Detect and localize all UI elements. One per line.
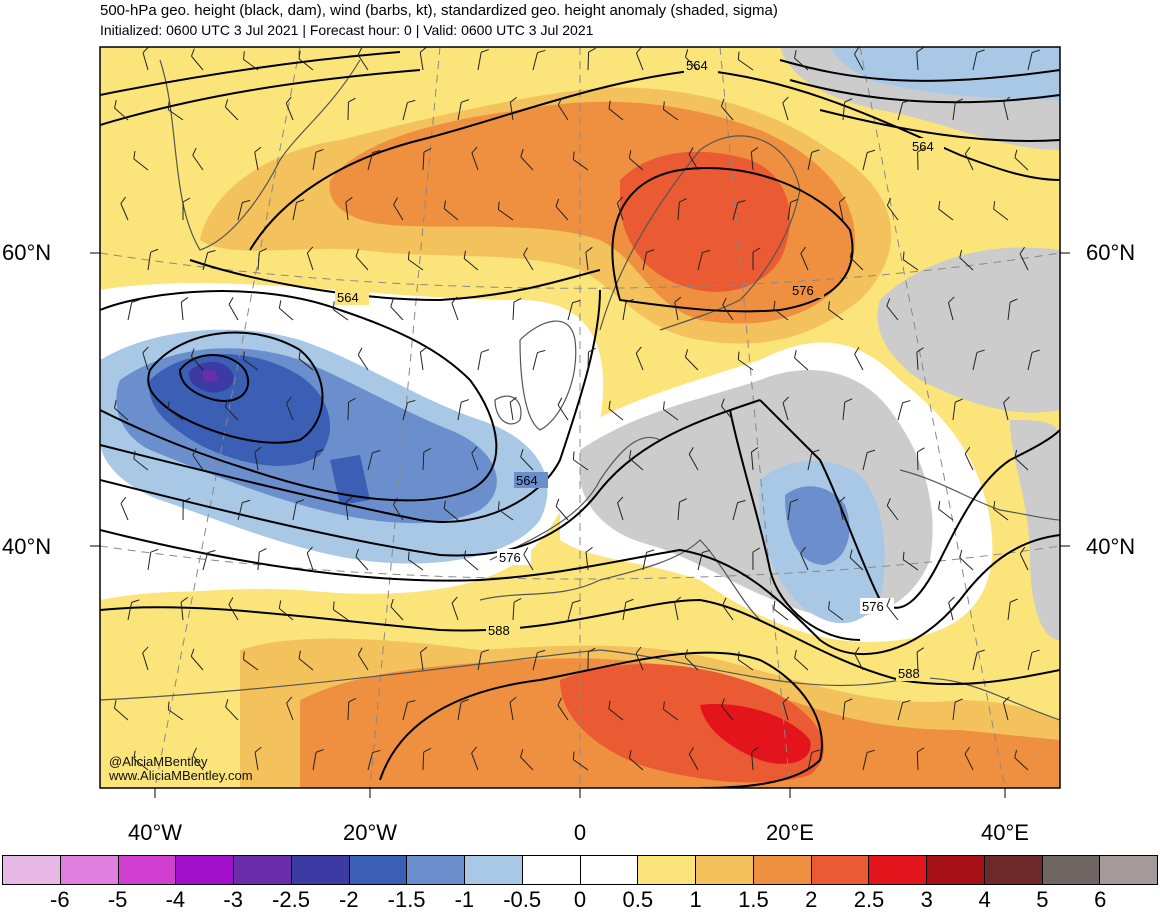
colorbar-box [869,856,927,884]
colorbar-box [176,856,234,884]
colorbar-tick-label: -5 [108,887,128,913]
colorbar-box [234,856,292,884]
colorbar-box [350,856,408,884]
colorbar-box [523,856,581,884]
colorbar-tick-label: 0 [574,887,586,913]
contour-label: 576 [499,550,521,565]
contour-label: 564 [337,290,359,305]
colorbar [2,855,1158,885]
contour-label: 588 [898,666,920,681]
colorbar-box [1043,856,1101,884]
lon-label-40e: 40°E [981,820,1029,846]
colorbar-tick-label: -1 [455,887,475,913]
credit-handle: @AliciaMBentley [109,754,207,769]
contour-label: 576 [862,599,884,614]
lon-label-40w: 40°W [128,820,182,846]
colorbar-box [812,856,870,884]
colorbar-tick-label: 6 [1094,887,1106,913]
lat-label-40n-left: 40°N [2,534,51,560]
lon-label-20w: 20°W [343,820,397,846]
contour-label: 576 [792,283,814,298]
lat-label-40n-right: 40°N [1086,534,1135,560]
colorbar-box [581,856,639,884]
colorbar-tick-label: 5 [1036,887,1048,913]
colorbar-tick-label: 2.5 [854,887,885,913]
colorbar-box [927,856,985,884]
colorbar-box [985,856,1043,884]
lon-label-0: 0 [574,820,586,846]
colorbar-box [61,856,119,884]
colorbar-tick-label: 4 [978,887,990,913]
colorbar-tick-label: -2 [339,887,359,913]
colorbar-tick-label: 1.5 [738,887,769,913]
colorbar-tick-label: 3 [921,887,933,913]
colorbar-box [407,856,465,884]
colorbar-tick-label: -0.5 [503,887,541,913]
contour-label: 564 [516,473,538,488]
colorbar-box [465,856,523,884]
colorbar-box [119,856,177,884]
colorbar-tick-label: 0.5 [623,887,654,913]
colorbar-tick-label: -1.5 [388,887,426,913]
colorbar-tick-label: -4 [166,887,186,913]
colorbar-box [696,856,754,884]
lon-label-20e: 20°E [766,820,814,846]
colorbar-box [292,856,350,884]
credit-site: www.AliciaMBentley.com [109,768,253,783]
colorbar-tick-label: -6 [50,887,70,913]
contour-label: 588 [488,623,510,638]
colorbar-tick-label: 2 [805,887,817,913]
contour-label: 564 [912,139,934,154]
colorbar-box [754,856,812,884]
colorbar-tick-label: 1 [689,887,701,913]
lat-label-60n-left: 60°N [2,240,51,266]
lat-label-60n-right: 60°N [1086,240,1135,266]
colorbar-tick-label: -2.5 [272,887,310,913]
colorbar-box [3,856,61,884]
colorbar-tick-label: -3 [223,887,243,913]
colorbar-box [1100,856,1157,884]
colorbar-box [638,856,696,884]
